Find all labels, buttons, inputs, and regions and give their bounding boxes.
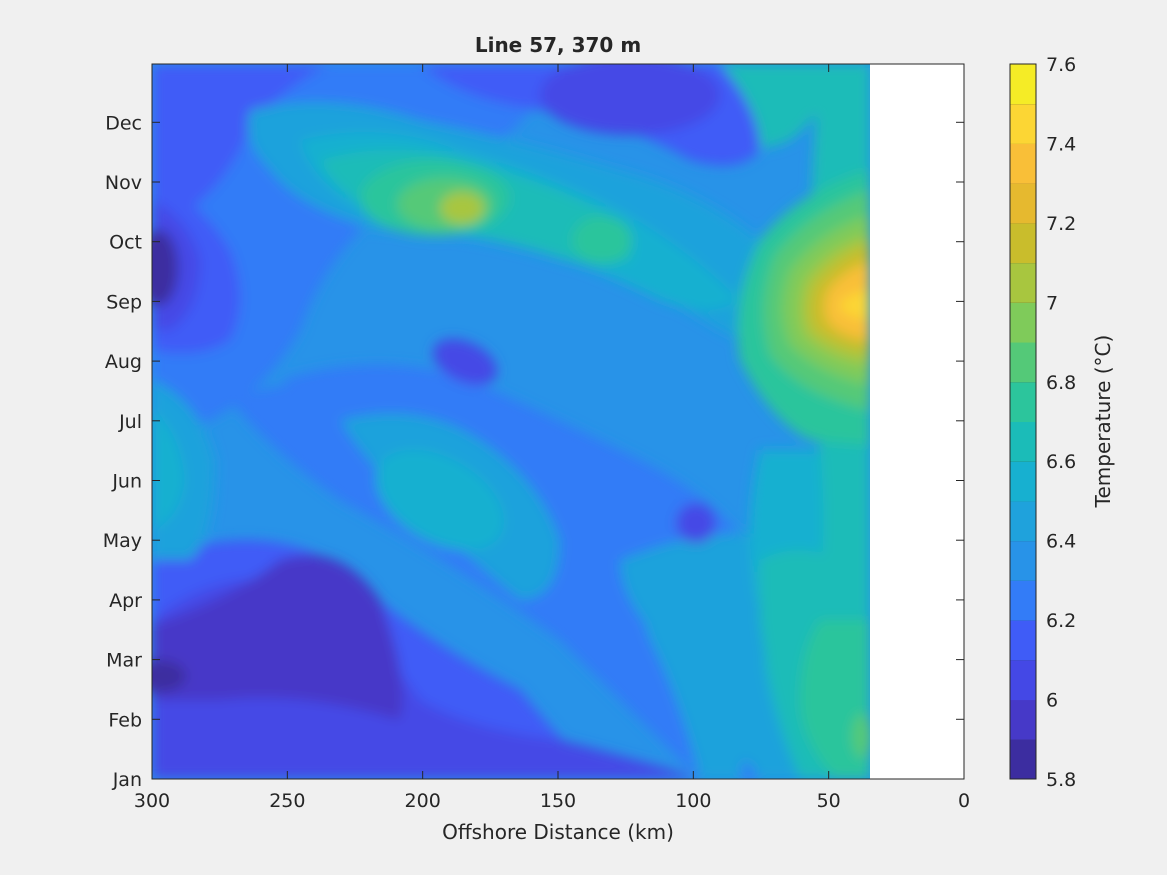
colorbar-tick-label: 7.4 [1046, 133, 1076, 155]
contour-warm-patch-oct [572, 216, 632, 264]
colorbar: 5.8 6 6.2 6.4 6.6 6.8 7 7.2 7.4 7.6 [1009, 54, 1076, 791]
colorbar-segment [1010, 421, 1036, 462]
colorbar-segment [1010, 143, 1036, 184]
colorbar-segment [1010, 103, 1036, 144]
y-axis-ticks: Jan Feb Mar Apr May Jun Jul Aug Sep Oct Nov Dec [103, 112, 964, 791]
colorbar-box [1009, 63, 1037, 780]
contour-cold-patch-aug [433, 338, 497, 386]
colorbar-segment [1010, 183, 1036, 224]
colorbar-tick-label: 7 [1046, 292, 1058, 314]
colorbar-segment [1010, 64, 1036, 105]
colorbar-segment [1010, 739, 1036, 780]
contour-region-cold-basin [152, 555, 403, 720]
colorbar-segment [1010, 540, 1036, 581]
contour-cold-core-sep [152, 230, 178, 306]
contour-warm-core-nov [440, 192, 484, 224]
colorbar-tick-label: 6.8 [1046, 372, 1076, 394]
x-axis-ticks: 300 250 200 150 100 50 0 [134, 64, 970, 812]
colorbar-tick-label: 7.2 [1046, 213, 1076, 235]
x-tick-label: 0 [958, 790, 970, 812]
colorbar-segment [1010, 381, 1036, 422]
contour-central-core-jun [375, 449, 505, 551]
contour-warm-patch-jan [852, 714, 870, 758]
y-tick-label: Oct [109, 232, 142, 254]
contour-region-central-band [230, 384, 760, 779]
y-tick-label: Sep [106, 291, 142, 313]
colorbar-segment [1010, 302, 1036, 343]
colorbar-label: Temperature (°C) [1091, 335, 1115, 509]
colorbar-segment [1010, 461, 1036, 502]
x-tick-label: 150 [540, 790, 576, 812]
y-tick-label: Nov [105, 172, 142, 194]
colorbar-tick-label: 6 [1046, 690, 1058, 712]
colorbar-segment [1010, 659, 1036, 701]
x-tick-label: 300 [134, 790, 170, 812]
x-tick-label: 100 [675, 790, 711, 812]
contour-warm-patch-jun-inner [152, 410, 185, 530]
contour-field [152, 64, 870, 779]
y-tick-label: Apr [109, 590, 142, 612]
colorbar-segment [1010, 620, 1036, 661]
colorbar-segment [1010, 262, 1036, 303]
y-tick-label: Jun [111, 471, 142, 493]
contour-lower-right-band [642, 560, 770, 779]
chart-title: Line 57, 370 m [475, 33, 641, 57]
colorbar-segment [1010, 222, 1036, 264]
x-tick-label: 250 [269, 790, 305, 812]
y-tick-label: Jan [112, 769, 142, 791]
colorbar-segment [1010, 699, 1036, 740]
x-tick-label: 200 [405, 790, 441, 812]
contour-cold-core-dec [540, 64, 720, 135]
colorbar-tick-label: 6.4 [1046, 531, 1076, 553]
colorbar-tick-label: 7.6 [1046, 54, 1076, 76]
y-tick-label: Feb [108, 709, 142, 731]
colorbar-segment [1010, 580, 1036, 621]
colorbar-tick-label: 6.2 [1046, 610, 1076, 632]
colorbar-tick-label: 6.6 [1046, 451, 1076, 473]
x-tick-label: 50 [817, 790, 841, 812]
y-tick-label: May [103, 530, 142, 552]
y-tick-label: Mar [106, 650, 142, 672]
contour-warm-core-peak [838, 290, 870, 320]
colorbar-segment [1010, 500, 1036, 542]
y-tick-label: Jul [118, 411, 142, 433]
y-tick-label: Aug [105, 351, 142, 373]
contour-cold-patch-may [676, 503, 716, 543]
y-tick-label: Dec [105, 112, 142, 134]
plot-area: 300 250 200 150 100 50 0 Jan Feb Mar Apr May Jun Jul… [103, 63, 970, 812]
colorbar-tick-label: 5.8 [1046, 769, 1076, 791]
contour-cold-core-mar [152, 660, 186, 692]
colorbar-segment [1010, 342, 1036, 383]
contour-cold-patch-top-left [152, 64, 230, 130]
x-axis-label: Offshore Distance (km) [442, 820, 674, 844]
